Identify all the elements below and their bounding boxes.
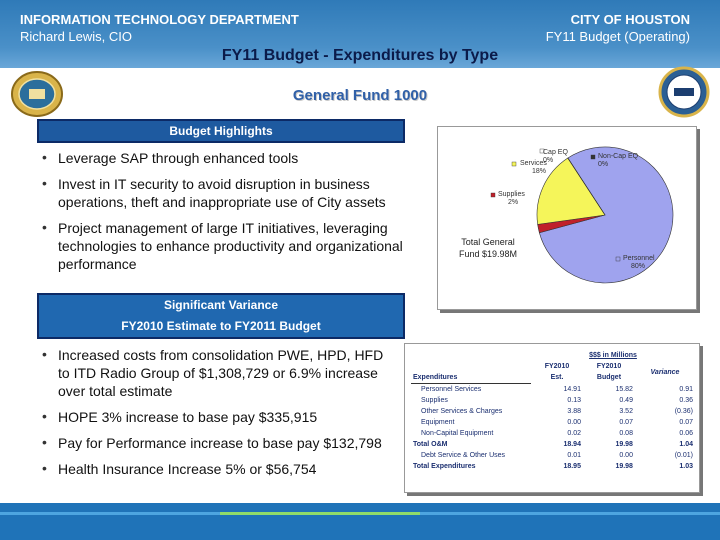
legend-swatch-services xyxy=(511,161,517,167)
table-cell-var: (0.01) xyxy=(674,452,693,459)
table-cell-var: 1.03 xyxy=(679,463,693,470)
table-row: Supplies 0.13 0.49 0.36 xyxy=(411,395,695,406)
table-row: Personnel Services 14.91 15.82 0.91 xyxy=(411,384,695,396)
variance-heading: Significant Variance FY2010 Estimate to … xyxy=(37,293,405,339)
table-cell-label: Supplies xyxy=(421,397,448,404)
budget-type: FY11 Budget (Operating) xyxy=(545,29,690,44)
list-item: Health Insurance Increase 5% or $56,754 xyxy=(38,459,398,478)
table-cell-var: 0.07 xyxy=(679,419,693,426)
cio-name: Richard Lewis, CIO xyxy=(20,29,132,44)
technology-seal-icon xyxy=(658,66,710,118)
list-item: Pay for Performance increase to base pay… xyxy=(38,433,398,452)
variance-heading-line2: FY2010 Estimate to FY2011 Budget xyxy=(121,319,321,333)
pie-label-services: Services 18% xyxy=(520,160,547,175)
variance-list: Increased costs from consolidation PWE, … xyxy=(38,345,398,486)
header-banner: INFORMATION TECHNOLOGY DEPARTMENT Richar… xyxy=(0,0,720,68)
legend-swatch-cap-eq xyxy=(539,148,545,154)
legend-swatch-personnel xyxy=(615,256,621,262)
city-name: CITY OF HOUSTON xyxy=(570,12,690,27)
legend-swatch-non-cap-eq xyxy=(590,154,596,160)
table-cell-var: 0.06 xyxy=(679,430,693,437)
table-cell-label: Non-Capital Equipment xyxy=(421,430,494,437)
table-col-variance: Variance xyxy=(650,368,680,376)
highlights-list: Leverage SAP through enhanced tools Inve… xyxy=(38,148,408,281)
pie-svg xyxy=(490,146,674,284)
department-name: INFORMATION TECHNOLOGY DEPARTMENT xyxy=(20,12,299,27)
pie-slice-services xyxy=(536,157,606,225)
table-cell-label: Other Services & Charges xyxy=(421,408,503,415)
pie-total-label: Total General Fund $19.98M xyxy=(458,237,518,259)
table-col-est-2: Est. xyxy=(550,374,564,382)
table-cell-bud: 0.08 xyxy=(619,430,633,437)
table-cell-label: Personnel Services xyxy=(421,386,482,393)
table-col-est-1: FY2010 xyxy=(544,363,570,370)
expenditure-pie-chart: Cap EQ 0% Services 18% Non-Cap EQ 0% Suppli… xyxy=(437,126,697,310)
table-cell-label: Debt Service & Other Uses xyxy=(421,452,506,459)
table-row: Total O&M 18.94 19.98 1.04 xyxy=(411,439,695,450)
table-section-label: Expenditures xyxy=(411,372,531,384)
table-cell-var: 0.36 xyxy=(679,397,693,404)
department-info: INFORMATION TECHNOLOGY DEPARTMENT Richar… xyxy=(20,11,299,45)
page-title: FY11 Budget - Expenditures by Type xyxy=(221,47,499,64)
table-cell-bud: 3.52 xyxy=(619,408,633,415)
table-cell-est: 18.94 xyxy=(563,441,581,448)
list-item: Increased costs from consolidation PWE, … xyxy=(38,345,398,400)
table-cell-var: (0.36) xyxy=(674,408,693,415)
table-row: Non-Capital Equipment 0.02 0.08 0.06 xyxy=(411,428,695,439)
pie-label-supplies: Supplies 2% xyxy=(498,191,525,206)
table-cell-bud: 0.00 xyxy=(619,452,633,459)
budget-table-grid: $$$ in Millions FY2010 FY2010 Variance E… xyxy=(411,350,695,472)
table-header-millions: $$$ in Millions xyxy=(589,352,637,359)
table-cell-est: 0.13 xyxy=(567,397,581,404)
list-item: Invest in IT security to avoid disruptio… xyxy=(38,174,408,211)
table-cell-label: Equipment xyxy=(421,419,455,426)
footer-glow xyxy=(220,512,420,515)
table-cell-var: 1.04 xyxy=(679,441,693,448)
table-col-bud-2: Budget xyxy=(596,374,622,382)
city-info: CITY OF HOUSTON FY11 Budget (Operating) xyxy=(546,11,690,45)
table-cell-var: 0.91 xyxy=(679,385,693,393)
table-row: Other Services & Charges 3.88 3.52 (0.36) xyxy=(411,406,695,417)
table-cell-est: 0.00 xyxy=(567,419,581,426)
table-col-bud-1: FY2010 xyxy=(596,363,622,370)
table-cell-est: 0.02 xyxy=(567,430,581,437)
table-cell-bud: 15.82 xyxy=(615,385,633,393)
table-cell-est: 14.91 xyxy=(563,385,581,393)
table-cell-bud: 19.98 xyxy=(615,463,633,470)
table-cell-bud: 0.07 xyxy=(619,419,633,426)
list-item: Project management of large IT initiativ… xyxy=(38,218,408,273)
pie-label-cap-eq: Cap EQ 0% xyxy=(543,149,568,164)
table-cell-est: 3.88 xyxy=(567,408,581,415)
pie-slice-non-cap-eq xyxy=(567,157,606,216)
table-cell-label: Total Expenditures xyxy=(413,463,476,470)
table-body: Personnel Services 14.91 15.82 0.91 Supplies… xyxy=(411,384,695,473)
fund-title: General Fund 1000 xyxy=(292,87,428,104)
city-seal-icon xyxy=(11,71,63,117)
list-item: Leverage SAP through enhanced tools xyxy=(38,148,408,167)
pie-label-personnel: Personnel 80% xyxy=(623,255,655,270)
table-cell-bud: 0.49 xyxy=(619,397,633,404)
budget-table: $$$ in Millions FY2010 FY2010 Variance E… xyxy=(404,343,700,493)
table-cell-bud: 19.98 xyxy=(615,441,633,448)
table-row: Equipment 0.00 0.07 0.07 xyxy=(411,417,695,428)
table-row: Total Expenditures 18.95 19.98 1.03 xyxy=(411,461,695,472)
table-cell-label: Total O&M xyxy=(413,441,448,448)
variance-heading-line1: Significant Variance xyxy=(163,298,279,312)
pie-label-non-cap-eq: Non-Cap EQ 0% xyxy=(598,153,639,168)
pie-slice-personnel xyxy=(538,146,674,284)
footer-bar xyxy=(0,503,720,540)
table-cell-est: 0.01 xyxy=(567,452,581,459)
legend-swatch-supplies xyxy=(490,192,496,198)
highlights-heading: Budget Highlights xyxy=(37,119,405,143)
table-row: Debt Service & Other Uses 0.01 0.00 (0.01) xyxy=(411,450,695,461)
table-cell-est: 18.95 xyxy=(563,463,581,470)
list-item: HOPE 3% increase to base pay $335,915 xyxy=(38,407,398,426)
